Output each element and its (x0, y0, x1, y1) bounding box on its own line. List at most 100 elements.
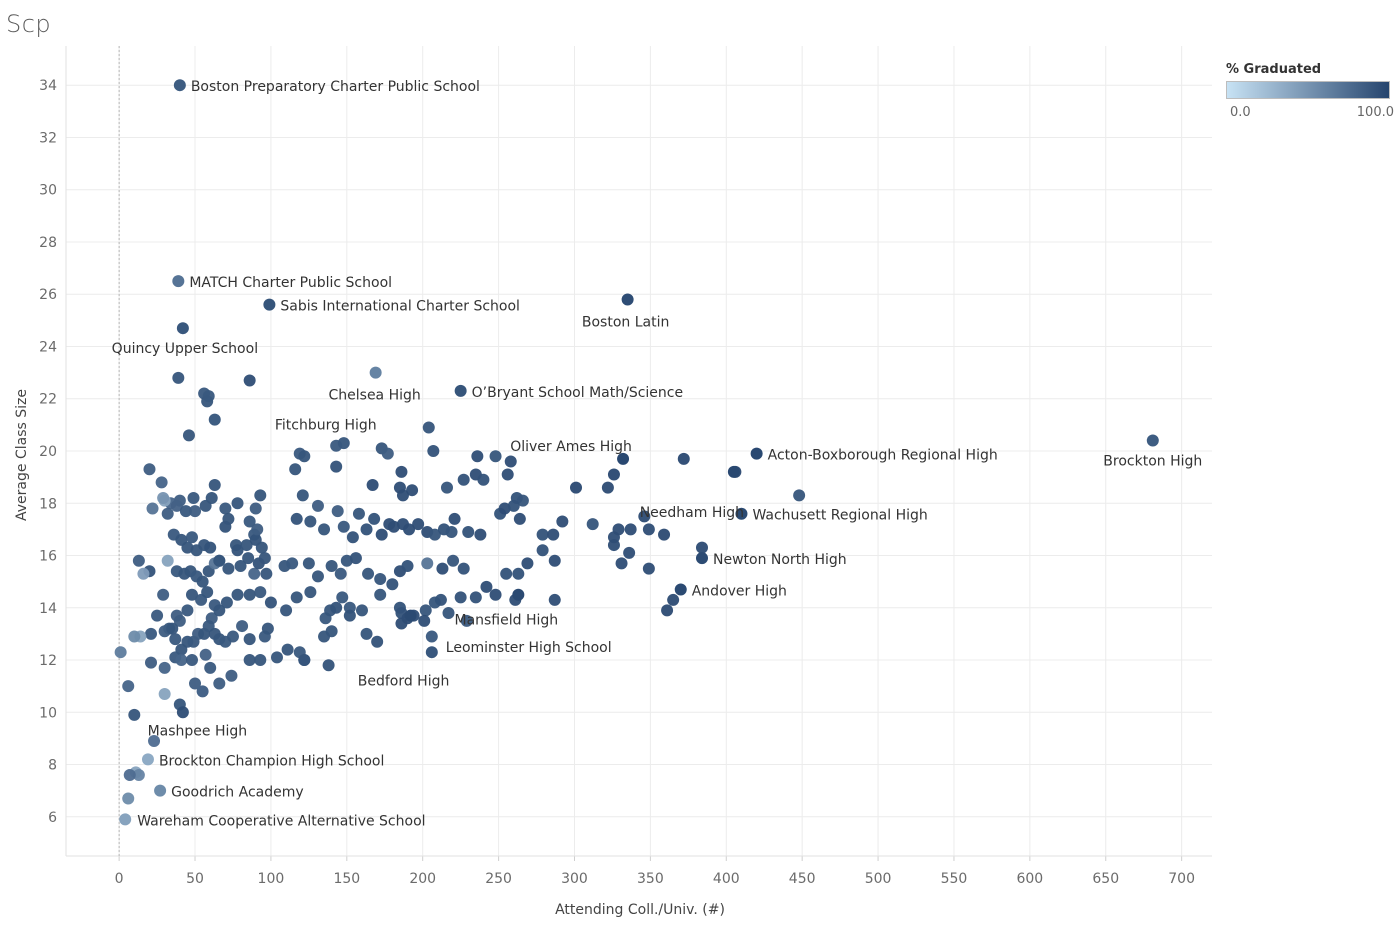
data-point[interactable] (114, 646, 127, 659)
data-point[interactable] (395, 465, 408, 478)
data-point[interactable] (175, 654, 188, 667)
data-point[interactable] (270, 651, 283, 664)
data-point[interactable] (137, 567, 150, 580)
data-point[interactable] (234, 559, 247, 572)
data-point[interactable] (547, 528, 560, 541)
data-point[interactable] (442, 607, 455, 619)
data-point[interactable] (240, 539, 253, 552)
data-point[interactable] (226, 630, 239, 643)
data-point[interactable] (355, 604, 368, 617)
data-point[interactable] (264, 596, 277, 609)
data-point[interactable] (202, 390, 215, 403)
data-point[interactable] (311, 570, 324, 583)
data-point[interactable] (422, 421, 435, 434)
labeled-data-point[interactable] (141, 753, 154, 766)
data-point[interactable] (498, 502, 511, 515)
data-point[interactable] (289, 463, 302, 476)
data-point[interactable] (386, 578, 399, 591)
data-point[interactable] (128, 708, 141, 721)
data-point[interactable] (158, 661, 171, 674)
data-point[interactable] (677, 452, 690, 465)
data-point[interactable] (132, 554, 145, 567)
data-point[interactable] (161, 507, 174, 520)
data-point[interactable] (296, 489, 309, 502)
data-point[interactable] (151, 609, 164, 622)
data-point[interactable] (145, 656, 158, 669)
data-point[interactable] (504, 455, 517, 468)
data-point[interactable] (489, 450, 502, 463)
labeled-data-point[interactable] (119, 813, 132, 826)
data-point[interactable] (661, 604, 674, 617)
data-point[interactable] (222, 562, 235, 575)
labeled-data-point[interactable] (674, 583, 687, 596)
labeled-data-point[interactable] (196, 685, 209, 698)
data-point[interactable] (623, 546, 636, 559)
data-point[interactable] (128, 630, 141, 643)
data-point[interactable] (122, 792, 135, 805)
data-point[interactable] (318, 523, 331, 536)
labeled-data-point[interactable] (173, 79, 186, 92)
data-point[interactable] (457, 562, 470, 575)
data-point[interactable] (155, 476, 168, 489)
data-point[interactable] (231, 588, 244, 601)
data-point[interactable] (607, 539, 620, 552)
data-point[interactable] (185, 531, 198, 544)
labeled-data-point[interactable] (621, 293, 634, 306)
data-point[interactable] (346, 531, 359, 544)
data-point[interactable] (421, 557, 434, 570)
data-point[interactable] (281, 643, 294, 656)
data-point[interactable] (280, 604, 293, 617)
data-point[interactable] (161, 554, 174, 567)
data-point[interactable] (157, 588, 170, 601)
data-point[interactable] (304, 515, 317, 528)
data-point[interactable] (536, 528, 549, 541)
data-point[interactable] (507, 499, 520, 512)
labeled-data-point[interactable] (154, 784, 167, 797)
data-point[interactable] (181, 541, 194, 554)
data-point[interactable] (427, 445, 440, 457)
data-point[interactable] (311, 499, 324, 512)
data-point[interactable] (201, 586, 214, 599)
data-point[interactable] (471, 450, 484, 463)
labeled-data-point[interactable] (727, 465, 740, 478)
data-point[interactable] (500, 567, 513, 580)
data-point[interactable] (548, 593, 561, 606)
data-point[interactable] (181, 604, 194, 617)
data-point[interactable] (521, 557, 534, 570)
labeled-data-point[interactable] (617, 452, 630, 465)
data-point[interactable] (440, 481, 453, 494)
data-point[interactable] (179, 505, 192, 518)
data-point[interactable] (340, 554, 353, 567)
data-point[interactable] (298, 654, 311, 667)
labeled-data-point[interactable] (512, 588, 525, 601)
labeled-data-point[interactable] (176, 322, 189, 335)
data-point[interactable] (231, 497, 244, 510)
data-point[interactable] (172, 371, 185, 384)
data-point[interactable] (366, 478, 379, 491)
data-point[interactable] (460, 614, 473, 627)
data-point[interactable] (255, 541, 268, 554)
data-point[interactable] (374, 588, 387, 601)
data-point[interactable] (176, 706, 189, 719)
data-point[interactable] (196, 575, 209, 588)
data-point[interactable] (243, 374, 256, 387)
data-point[interactable] (337, 520, 350, 533)
data-point[interactable] (556, 515, 569, 528)
data-point[interactable] (222, 512, 235, 525)
data-point[interactable] (261, 622, 274, 635)
data-point[interactable] (330, 439, 343, 452)
data-point[interactable] (298, 450, 311, 463)
data-point[interactable] (360, 627, 373, 640)
data-point[interactable] (418, 614, 431, 627)
labeled-data-point[interactable] (750, 447, 763, 460)
data-point[interactable] (173, 614, 186, 627)
data-point[interactable] (349, 552, 362, 565)
data-point[interactable] (145, 627, 158, 640)
data-point[interactable] (396, 489, 409, 502)
data-point[interactable] (249, 502, 262, 515)
data-point[interactable] (336, 591, 349, 604)
data-point[interactable] (624, 523, 637, 536)
data-point[interactable] (395, 617, 408, 630)
data-point[interactable] (219, 502, 232, 515)
data-point[interactable] (242, 552, 255, 565)
